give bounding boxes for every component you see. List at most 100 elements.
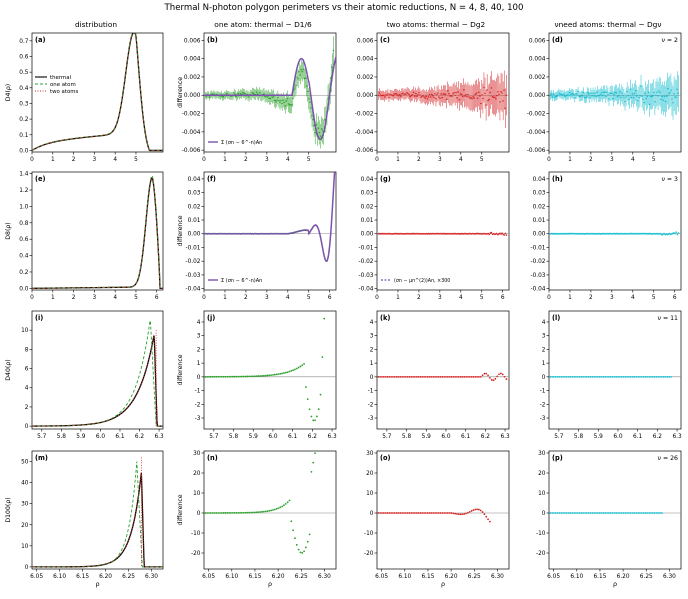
y-tick-label: 30 xyxy=(193,451,201,457)
y-tick-label: -0.02 xyxy=(186,259,201,265)
data-point xyxy=(642,375,645,378)
y-tick-label: -0.01 xyxy=(186,245,201,251)
x-tick-label: 6.10 xyxy=(225,574,238,580)
x-tick-label: 5 xyxy=(652,295,656,301)
x-tick-label: 6 xyxy=(673,295,677,301)
data-point xyxy=(419,512,422,514)
data-point xyxy=(224,512,227,514)
data-point xyxy=(208,96,211,98)
column-title-nu-atoms: νneed atoms: thermal − Dgν xyxy=(554,20,662,29)
data-point xyxy=(386,375,389,378)
data-point xyxy=(294,368,296,371)
y-tick-label: 0.02 xyxy=(533,204,546,210)
y-tick-label: 10 xyxy=(366,491,374,497)
data-point xyxy=(453,91,455,94)
data-point xyxy=(217,375,220,378)
data-point xyxy=(653,375,656,378)
data-point xyxy=(266,510,269,513)
data-point xyxy=(564,95,567,97)
data-point xyxy=(239,511,241,514)
data-point xyxy=(412,512,414,514)
data-point xyxy=(235,375,238,378)
data-point xyxy=(650,375,652,378)
data-point xyxy=(406,375,409,378)
data-point xyxy=(274,101,277,103)
data-point xyxy=(488,520,491,523)
data-point xyxy=(644,92,647,95)
data-point xyxy=(645,97,648,100)
x-tick-label: 3 xyxy=(438,295,442,301)
data-point xyxy=(569,232,572,235)
data-point xyxy=(569,375,572,378)
data-point xyxy=(587,232,590,235)
y-tick-label: -0.004 xyxy=(527,130,546,136)
data-point xyxy=(587,375,590,378)
data-point xyxy=(598,512,601,514)
data-point xyxy=(468,510,471,513)
x-tick-label: 6.0 xyxy=(268,434,278,440)
x-tick-label: 5.9 xyxy=(422,434,432,440)
data-point xyxy=(242,375,245,378)
data-point xyxy=(446,512,449,514)
x-tick-label: 0 xyxy=(547,157,551,163)
y-tick-label: -20 xyxy=(191,551,201,557)
y-tick-label: 0 xyxy=(370,375,374,381)
data-point xyxy=(281,505,284,508)
data-point xyxy=(215,375,218,378)
data-point xyxy=(331,66,334,69)
data-point xyxy=(611,92,613,94)
y-tick-label: 20 xyxy=(21,523,29,529)
data-point xyxy=(226,512,229,514)
data-point xyxy=(386,94,388,97)
panel-label: (f) xyxy=(207,175,216,183)
data-point xyxy=(319,135,322,137)
data-point xyxy=(472,232,475,235)
data-point xyxy=(651,512,654,514)
data-point xyxy=(423,375,425,378)
data-point xyxy=(558,92,560,94)
x-tick-label: 6.15 xyxy=(248,574,261,580)
data-point xyxy=(487,232,489,235)
y-tick-label: 0.00 xyxy=(361,232,374,238)
data-point xyxy=(409,95,412,98)
data-point xyxy=(412,375,414,378)
data-point xyxy=(563,232,565,235)
data-point xyxy=(670,89,672,91)
data-point xyxy=(424,97,427,99)
data-point xyxy=(447,92,450,95)
data-point xyxy=(434,512,436,514)
data-point xyxy=(503,375,506,378)
y-tick-label: 4 xyxy=(542,320,546,326)
data-point xyxy=(481,94,483,96)
data-point xyxy=(443,375,446,378)
data-point xyxy=(551,512,554,514)
data-point xyxy=(503,89,505,91)
data-point xyxy=(307,90,309,93)
data-point xyxy=(595,375,597,378)
data-point xyxy=(603,91,606,93)
y-tick-label: 1 xyxy=(197,361,201,367)
nu-label: ν = 11 xyxy=(658,315,679,322)
data-point xyxy=(580,232,583,235)
x-tick-label: 0 xyxy=(375,157,379,163)
data-point xyxy=(379,375,382,378)
data-point xyxy=(589,512,592,514)
data-point xyxy=(576,512,579,514)
data-point xyxy=(463,95,466,97)
data-point xyxy=(668,375,671,378)
data-point xyxy=(224,375,227,378)
y-tick-label: 0.2 xyxy=(19,117,29,123)
data-point xyxy=(456,97,459,99)
x-tick-label: 1 xyxy=(51,295,55,301)
data-point xyxy=(500,233,502,235)
data-point xyxy=(292,369,295,372)
data-point xyxy=(279,372,282,375)
data-point xyxy=(248,375,251,378)
data-point xyxy=(465,512,468,515)
data-point xyxy=(426,512,429,514)
data-point xyxy=(589,375,592,378)
legend-label-one-atom: one atom xyxy=(50,82,76,88)
y-tick-label: 10 xyxy=(21,544,29,550)
data-point xyxy=(633,92,636,95)
data-point xyxy=(262,510,265,513)
